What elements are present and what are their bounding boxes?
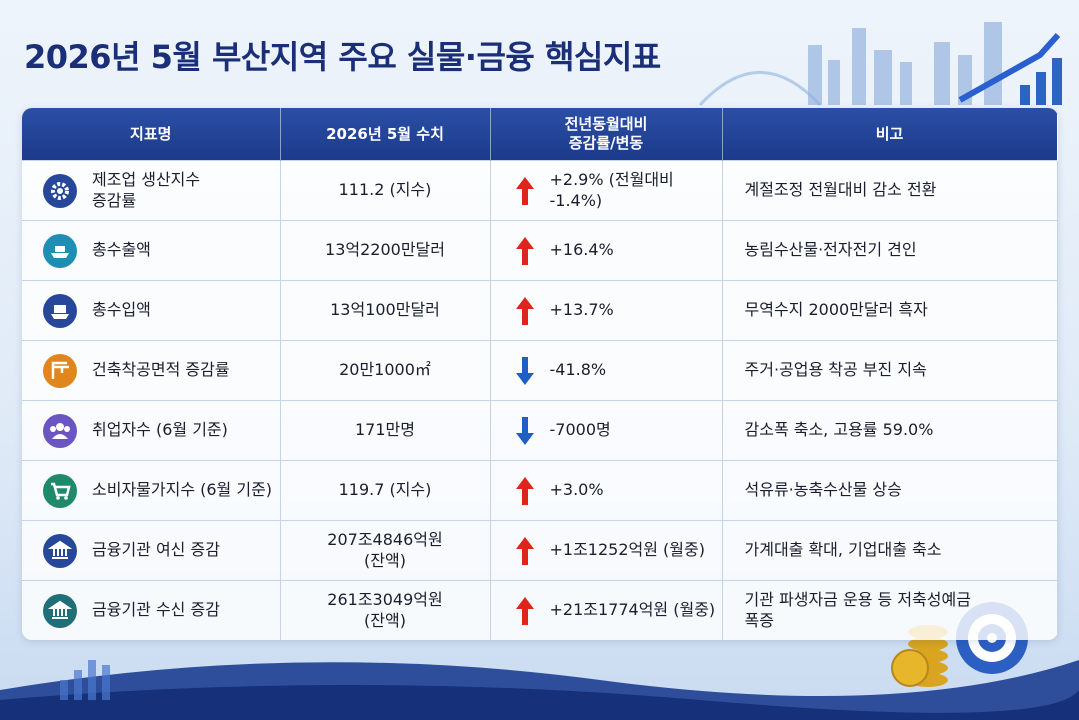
table-cell: 취업자수 (6월 기준) xyxy=(22,400,281,461)
cell-content: 총수입액 xyxy=(30,293,279,329)
cell-content: -41.8% xyxy=(492,353,721,389)
table-cell: 금융기관 수신 증감 xyxy=(22,580,281,640)
table-row: 소비자물가지수 (6월 기준) 119.7 (지수) +3.0% 석유류·농축수산물 … xyxy=(22,460,1058,521)
table-cell: 계절조정 전월대비 감소 전환 xyxy=(722,160,1058,221)
table-cell: 총수입액 xyxy=(22,280,281,341)
table-cell: 13억2200만달러 xyxy=(280,220,491,281)
table-cell: 제조업 생산지수 증감률 xyxy=(22,160,281,221)
indicator-icon xyxy=(43,293,77,328)
table-cell: 207조4846억원 (잔액) xyxy=(280,520,491,581)
trend-arrow xyxy=(515,296,534,325)
table-row: 총수출액 13억2200만달러 +16.4% 농림수산물·전자전기 견인 xyxy=(22,220,1058,281)
table-cell: -7000명 xyxy=(490,400,723,461)
table-cell: 13억100만달러 xyxy=(280,280,491,341)
trend-arrow xyxy=(515,536,534,565)
column-header: 비고 xyxy=(722,108,1058,161)
table-cell: 261조3049억원 (잔액) xyxy=(280,580,491,640)
trend-arrow xyxy=(515,356,534,385)
table-cell: 119.7 (지수) xyxy=(280,460,491,521)
title: 2026년 5월 부산지역 주요 실물·금융 핵심지표 xyxy=(24,38,661,76)
trend-arrow xyxy=(515,236,534,265)
change-value: +16.4% xyxy=(549,240,614,260)
cell-content: 금융기관 여신 증감 xyxy=(30,533,279,569)
indicator-name: 총수출액 xyxy=(92,240,151,260)
table-cell: +2.9% (전월대비 -1.4%) xyxy=(490,160,723,221)
indicator-icon xyxy=(43,353,77,388)
cell-content: 취업자수 (6월 기준) xyxy=(30,413,279,449)
cell-content: 금융기관 수신 증감 xyxy=(30,593,279,629)
indicator-icon xyxy=(43,593,77,628)
trend-arrow xyxy=(515,596,534,625)
table-cell: 감소폭 축소, 고용률 59.0% xyxy=(722,400,1058,461)
column-header: 지표명 xyxy=(22,108,281,161)
change-value: +21조1774억원 (월중) xyxy=(549,600,716,620)
indicator-icon xyxy=(43,233,77,268)
cell-content: 제조업 생산지수 증감률 xyxy=(30,170,279,212)
table-row: 금융기관 수신 증감 261조3049억원 (잔액) +21조1774억원 (월중)… xyxy=(22,580,1058,640)
indicator-icon xyxy=(43,173,77,208)
table-cell: 20만1000㎡ xyxy=(280,340,491,401)
table-row: 총수입액 13억100만달러 +13.7% 무역수지 2000만달러 흑자 xyxy=(22,280,1058,341)
cell-content: +21조1774억원 (월중) xyxy=(492,593,721,629)
indicator-icon xyxy=(43,533,77,568)
change-value: -41.8% xyxy=(549,360,607,380)
table-row: 금융기관 여신 증감 207조4846억원 (잔액) +1조1252억원 (월중) 가… xyxy=(22,520,1058,581)
change-value: +1조1252억원 (월중) xyxy=(549,540,705,560)
table-cell: 무역수지 2000만달러 흑자 xyxy=(722,280,1058,341)
indicator-icon xyxy=(43,413,77,448)
table-cell: 기관 파생자금 운용 등 저축성예금 폭증 xyxy=(722,580,1058,640)
cell-content: +13.7% xyxy=(492,293,721,329)
cell-content: +3.0% xyxy=(492,473,721,509)
cell-content: 총수출액 xyxy=(30,233,279,269)
table-cell: 총수출액 xyxy=(22,220,281,281)
table-cell: 주거·공업용 착공 부진 지속 xyxy=(722,340,1058,401)
trend-arrow xyxy=(515,476,534,505)
table-body: 제조업 생산지수 증감률 111.2 (지수) +2.9% (전월대비 -1.4%)… xyxy=(22,160,1058,640)
table-cell: +3.0% xyxy=(490,460,723,521)
cell-content: -7000명 xyxy=(492,413,721,449)
table-cell: -41.8% xyxy=(490,340,723,401)
table-row: 취업자수 (6월 기준) 171만명 -7000명 감소폭 축소, 고용률 59.0% xyxy=(22,400,1058,461)
table-cell: 소비자물가지수 (6월 기준) xyxy=(22,460,281,521)
indicator-name: 총수입액 xyxy=(92,300,151,320)
indicator-name: 건축착공면적 증감률 xyxy=(92,360,230,380)
indicator-name: 금융기관 수신 증감 xyxy=(92,600,220,620)
change-value: -7000명 xyxy=(549,420,611,440)
indicator-name: 금융기관 여신 증감 xyxy=(92,540,220,560)
column-header: 2026년 5월 수치 xyxy=(280,108,491,161)
cell-content: +2.9% (전월대비 -1.4%) xyxy=(492,170,721,212)
indicator-table: 지표명 2026년 5월 수치 전년동월대비 증감률/변동 비고 제조업 생산지수 증… xyxy=(22,108,1058,640)
table-row: 건축착공면적 증감률 20만1000㎡ -41.8% 주거·공업용 착공 부진 지속 xyxy=(22,340,1058,401)
header-row: 지표명 2026년 5월 수치 전년동월대비 증감률/변동 비고 xyxy=(22,108,1058,161)
table-cell: 농림수산물·전자전기 견인 xyxy=(722,220,1058,281)
table-cell: 111.2 (지수) xyxy=(280,160,491,221)
table-cell: 건축착공면적 증감률 xyxy=(22,340,281,401)
table-cell: 석유류·농축수산물 상승 xyxy=(722,460,1058,521)
change-value: +2.9% (전월대비 -1.4%) xyxy=(549,169,674,210)
indicator-icon xyxy=(43,473,77,508)
table-cell: +1조1252억원 (월중) xyxy=(490,520,723,581)
cell-content: +16.4% xyxy=(492,233,721,269)
table-cell: 171만명 xyxy=(280,400,491,461)
table-cell: 가계대출 확대, 기업대출 축소 xyxy=(722,520,1058,581)
indicator-name: 제조업 생산지수 증감률 xyxy=(92,169,201,210)
table-cell: +13.7% xyxy=(490,280,723,341)
indicator-name: 취업자수 (6월 기준) xyxy=(92,420,228,440)
cell-content: +1조1252억원 (월중) xyxy=(492,533,721,569)
table-cell: +16.4% xyxy=(490,220,723,281)
cell-content: 건축착공면적 증감률 xyxy=(30,353,279,389)
change-value: +13.7% xyxy=(549,300,614,320)
change-value: +3.0% xyxy=(549,480,604,500)
cell-content: 소비자물가지수 (6월 기준) xyxy=(30,473,279,509)
trend-arrow xyxy=(515,416,534,445)
column-header: 전년동월대비 증감률/변동 xyxy=(490,108,723,161)
table-cell: 금융기관 여신 증감 xyxy=(22,520,281,581)
table-row: 제조업 생산지수 증감률 111.2 (지수) +2.9% (전월대비 -1.4%)… xyxy=(22,160,1058,221)
indicator-name: 소비자물가지수 (6월 기준) xyxy=(92,480,273,500)
table-cell: +21조1774억원 (월중) xyxy=(490,580,723,640)
trend-arrow xyxy=(515,176,534,205)
